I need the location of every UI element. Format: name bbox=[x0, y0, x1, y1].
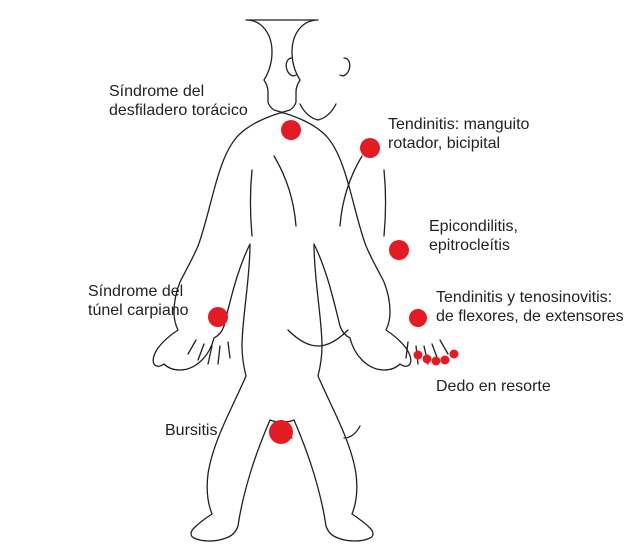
marker-trigger-finger-tip-3 bbox=[441, 356, 450, 365]
label-bursitis: Bursitis bbox=[165, 422, 217, 441]
label-wrist-tendinitis: Tendinitis y tenosinovitis: de flexores,… bbox=[436, 289, 624, 327]
label-trigger-finger: Dedo en resorte bbox=[436, 378, 551, 397]
body-outline bbox=[0, 0, 636, 560]
marker-rotator-cuff bbox=[360, 138, 380, 158]
marker-trigger-finger-tip-2 bbox=[432, 357, 441, 366]
label-carpal-tunnel: Síndrome del túnel carpiano bbox=[88, 283, 189, 321]
diagram-stage: Síndrome del desfiladero torácico Tendini… bbox=[0, 0, 636, 560]
marker-trigger-finger-tip-4 bbox=[450, 350, 459, 359]
marker-trigger-finger-tip-1 bbox=[423, 355, 432, 364]
marker-bursitis bbox=[269, 420, 293, 444]
label-epicondylitis: Epicondilitis, epitrocleítis bbox=[429, 218, 518, 256]
marker-wrist-tendinitis bbox=[409, 309, 427, 327]
marker-thoracic-outlet bbox=[281, 120, 301, 140]
marker-carpal-tunnel bbox=[208, 307, 228, 327]
marker-epicondylitis bbox=[389, 240, 409, 260]
marker-trigger-finger-tip-0 bbox=[414, 351, 423, 360]
label-thoracic-outlet: Síndrome del desfiladero torácico bbox=[109, 83, 248, 121]
label-rotator-cuff: Tendinitis: manguito rotador, bicipital bbox=[388, 116, 529, 154]
